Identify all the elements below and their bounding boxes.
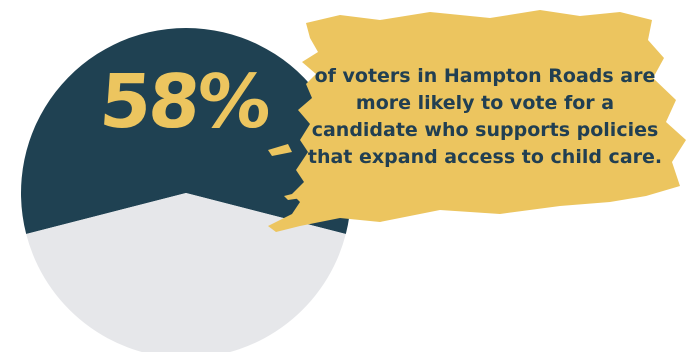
brush-speck — [284, 192, 302, 200]
highlight-brush-banner — [268, 10, 686, 232]
headline-percent: 58% — [96, 59, 272, 145]
brush-speck — [268, 144, 292, 156]
pie-slice-1 — [21, 28, 351, 235]
pie-slices — [21, 28, 351, 352]
pie-slice-2 — [26, 193, 346, 352]
headline-statement: of voters in Hampton Roads are more like… — [307, 65, 663, 168]
